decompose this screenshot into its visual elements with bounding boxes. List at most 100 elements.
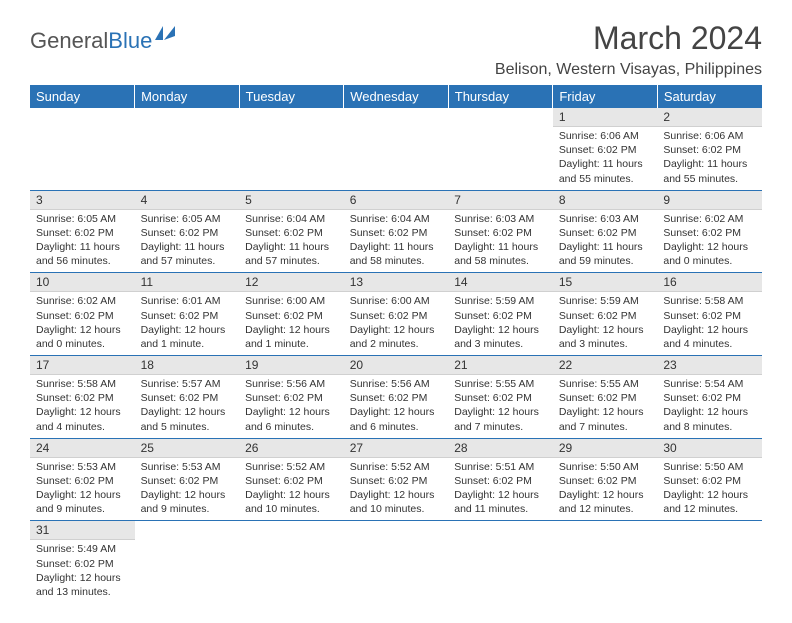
day-details: Sunrise: 5:58 AMSunset: 6:02 PMDaylight:… (657, 292, 762, 355)
day-number: 25 (135, 439, 240, 458)
day-details: Sunrise: 5:53 AMSunset: 6:02 PMDaylight:… (135, 458, 240, 521)
day-number: 13 (344, 273, 449, 292)
day-details: Sunrise: 5:54 AMSunset: 6:02 PMDaylight:… (657, 375, 762, 438)
day-details: Sunrise: 5:52 AMSunset: 6:02 PMDaylight:… (239, 458, 344, 521)
day-details: Sunrise: 6:03 AMSunset: 6:02 PMDaylight:… (553, 210, 658, 273)
day-details: Sunrise: 5:51 AMSunset: 6:02 PMDaylight:… (448, 458, 553, 521)
calendar-cell (239, 521, 344, 603)
calendar-cell: 7Sunrise: 6:03 AMSunset: 6:02 PMDaylight… (448, 190, 553, 273)
day-details: Sunrise: 6:06 AMSunset: 6:02 PMDaylight:… (553, 127, 658, 190)
weekday-header-row: SundayMondayTuesdayWednesdayThursdayFrid… (30, 85, 762, 108)
day-number: 22 (553, 356, 658, 375)
day-number: 31 (30, 521, 135, 540)
day-number: 19 (239, 356, 344, 375)
logo: GeneralBlue (30, 28, 176, 54)
calendar-cell (344, 521, 449, 603)
calendar-cell: 3Sunrise: 6:05 AMSunset: 6:02 PMDaylight… (30, 190, 135, 273)
day-details: Sunrise: 6:04 AMSunset: 6:02 PMDaylight:… (239, 210, 344, 273)
calendar-cell (448, 108, 553, 190)
calendar-cell: 10Sunrise: 6:02 AMSunset: 6:02 PMDayligh… (30, 273, 135, 356)
calendar-cell: 18Sunrise: 5:57 AMSunset: 6:02 PMDayligh… (135, 356, 240, 439)
day-number: 10 (30, 273, 135, 292)
calendar-cell: 30Sunrise: 5:50 AMSunset: 6:02 PMDayligh… (657, 438, 762, 521)
month-title: March 2024 (495, 20, 762, 57)
day-number: 1 (553, 108, 658, 127)
calendar-cell: 23Sunrise: 5:54 AMSunset: 6:02 PMDayligh… (657, 356, 762, 439)
day-number: 11 (135, 273, 240, 292)
header: GeneralBlue March 2024 Belison, Western … (30, 20, 762, 79)
day-number: 12 (239, 273, 344, 292)
day-number: 4 (135, 191, 240, 210)
day-details: Sunrise: 5:50 AMSunset: 6:02 PMDaylight:… (553, 458, 658, 521)
day-number: 16 (657, 273, 762, 292)
calendar-table: SundayMondayTuesdayWednesdayThursdayFrid… (30, 85, 762, 603)
day-details: Sunrise: 6:00 AMSunset: 6:02 PMDaylight:… (239, 292, 344, 355)
day-details: Sunrise: 6:06 AMSunset: 6:02 PMDaylight:… (657, 127, 762, 190)
title-block: March 2024 Belison, Western Visayas, Phi… (495, 20, 762, 79)
day-details: Sunrise: 5:58 AMSunset: 6:02 PMDaylight:… (30, 375, 135, 438)
calendar-cell: 6Sunrise: 6:04 AMSunset: 6:02 PMDaylight… (344, 190, 449, 273)
day-details: Sunrise: 5:56 AMSunset: 6:02 PMDaylight:… (344, 375, 449, 438)
day-number: 8 (553, 191, 658, 210)
calendar-cell: 31Sunrise: 5:49 AMSunset: 6:02 PMDayligh… (30, 521, 135, 603)
flag-icon (154, 26, 176, 47)
calendar-cell (135, 108, 240, 190)
calendar-cell: 17Sunrise: 5:58 AMSunset: 6:02 PMDayligh… (30, 356, 135, 439)
calendar-cell (657, 521, 762, 603)
calendar-cell: 5Sunrise: 6:04 AMSunset: 6:02 PMDaylight… (239, 190, 344, 273)
calendar-cell: 9Sunrise: 6:02 AMSunset: 6:02 PMDaylight… (657, 190, 762, 273)
day-details: Sunrise: 5:52 AMSunset: 6:02 PMDaylight:… (344, 458, 449, 521)
calendar-cell (448, 521, 553, 603)
day-details: Sunrise: 6:05 AMSunset: 6:02 PMDaylight:… (135, 210, 240, 273)
day-number: 28 (448, 439, 553, 458)
calendar-cell: 24Sunrise: 5:53 AMSunset: 6:02 PMDayligh… (30, 438, 135, 521)
day-details: Sunrise: 5:59 AMSunset: 6:02 PMDaylight:… (448, 292, 553, 355)
calendar-cell: 16Sunrise: 5:58 AMSunset: 6:02 PMDayligh… (657, 273, 762, 356)
day-number: 29 (553, 439, 658, 458)
day-number: 24 (30, 439, 135, 458)
weekday-header: Saturday (657, 85, 762, 108)
day-number: 21 (448, 356, 553, 375)
day-details: Sunrise: 5:59 AMSunset: 6:02 PMDaylight:… (553, 292, 658, 355)
calendar-cell: 14Sunrise: 5:59 AMSunset: 6:02 PMDayligh… (448, 273, 553, 356)
day-details: Sunrise: 6:00 AMSunset: 6:02 PMDaylight:… (344, 292, 449, 355)
day-details: Sunrise: 6:01 AMSunset: 6:02 PMDaylight:… (135, 292, 240, 355)
day-details: Sunrise: 5:53 AMSunset: 6:02 PMDaylight:… (30, 458, 135, 521)
day-number: 17 (30, 356, 135, 375)
weekday-header: Friday (553, 85, 658, 108)
page: GeneralBlue March 2024 Belison, Western … (0, 0, 792, 623)
day-number: 27 (344, 439, 449, 458)
day-details: Sunrise: 5:50 AMSunset: 6:02 PMDaylight:… (657, 458, 762, 521)
weekday-header: Monday (135, 85, 240, 108)
calendar-cell: 20Sunrise: 5:56 AMSunset: 6:02 PMDayligh… (344, 356, 449, 439)
calendar-cell: 13Sunrise: 6:00 AMSunset: 6:02 PMDayligh… (344, 273, 449, 356)
day-details: Sunrise: 5:56 AMSunset: 6:02 PMDaylight:… (239, 375, 344, 438)
day-details: Sunrise: 5:49 AMSunset: 6:02 PMDaylight:… (30, 540, 135, 603)
day-details: Sunrise: 6:04 AMSunset: 6:02 PMDaylight:… (344, 210, 449, 273)
day-number: 9 (657, 191, 762, 210)
calendar-cell (30, 108, 135, 190)
day-number: 26 (239, 439, 344, 458)
day-number: 3 (30, 191, 135, 210)
weekday-header: Sunday (30, 85, 135, 108)
calendar-body: 1Sunrise: 6:06 AMSunset: 6:02 PMDaylight… (30, 108, 762, 603)
day-details: Sunrise: 6:03 AMSunset: 6:02 PMDaylight:… (448, 210, 553, 273)
calendar-row: 31Sunrise: 5:49 AMSunset: 6:02 PMDayligh… (30, 521, 762, 603)
calendar-cell: 1Sunrise: 6:06 AMSunset: 6:02 PMDaylight… (553, 108, 658, 190)
calendar-cell: 22Sunrise: 5:55 AMSunset: 6:02 PMDayligh… (553, 356, 658, 439)
logo-text-general: General (30, 28, 108, 54)
calendar-row: 3Sunrise: 6:05 AMSunset: 6:02 PMDaylight… (30, 190, 762, 273)
calendar-cell (344, 108, 449, 190)
day-number: 7 (448, 191, 553, 210)
day-details: Sunrise: 5:55 AMSunset: 6:02 PMDaylight:… (448, 375, 553, 438)
day-number: 14 (448, 273, 553, 292)
calendar-cell: 19Sunrise: 5:56 AMSunset: 6:02 PMDayligh… (239, 356, 344, 439)
calendar-row: 24Sunrise: 5:53 AMSunset: 6:02 PMDayligh… (30, 438, 762, 521)
location: Belison, Western Visayas, Philippines (495, 61, 762, 79)
day-number: 6 (344, 191, 449, 210)
calendar-cell: 29Sunrise: 5:50 AMSunset: 6:02 PMDayligh… (553, 438, 658, 521)
day-number: 5 (239, 191, 344, 210)
weekday-header: Wednesday (344, 85, 449, 108)
day-number: 23 (657, 356, 762, 375)
calendar-row: 17Sunrise: 5:58 AMSunset: 6:02 PMDayligh… (30, 356, 762, 439)
